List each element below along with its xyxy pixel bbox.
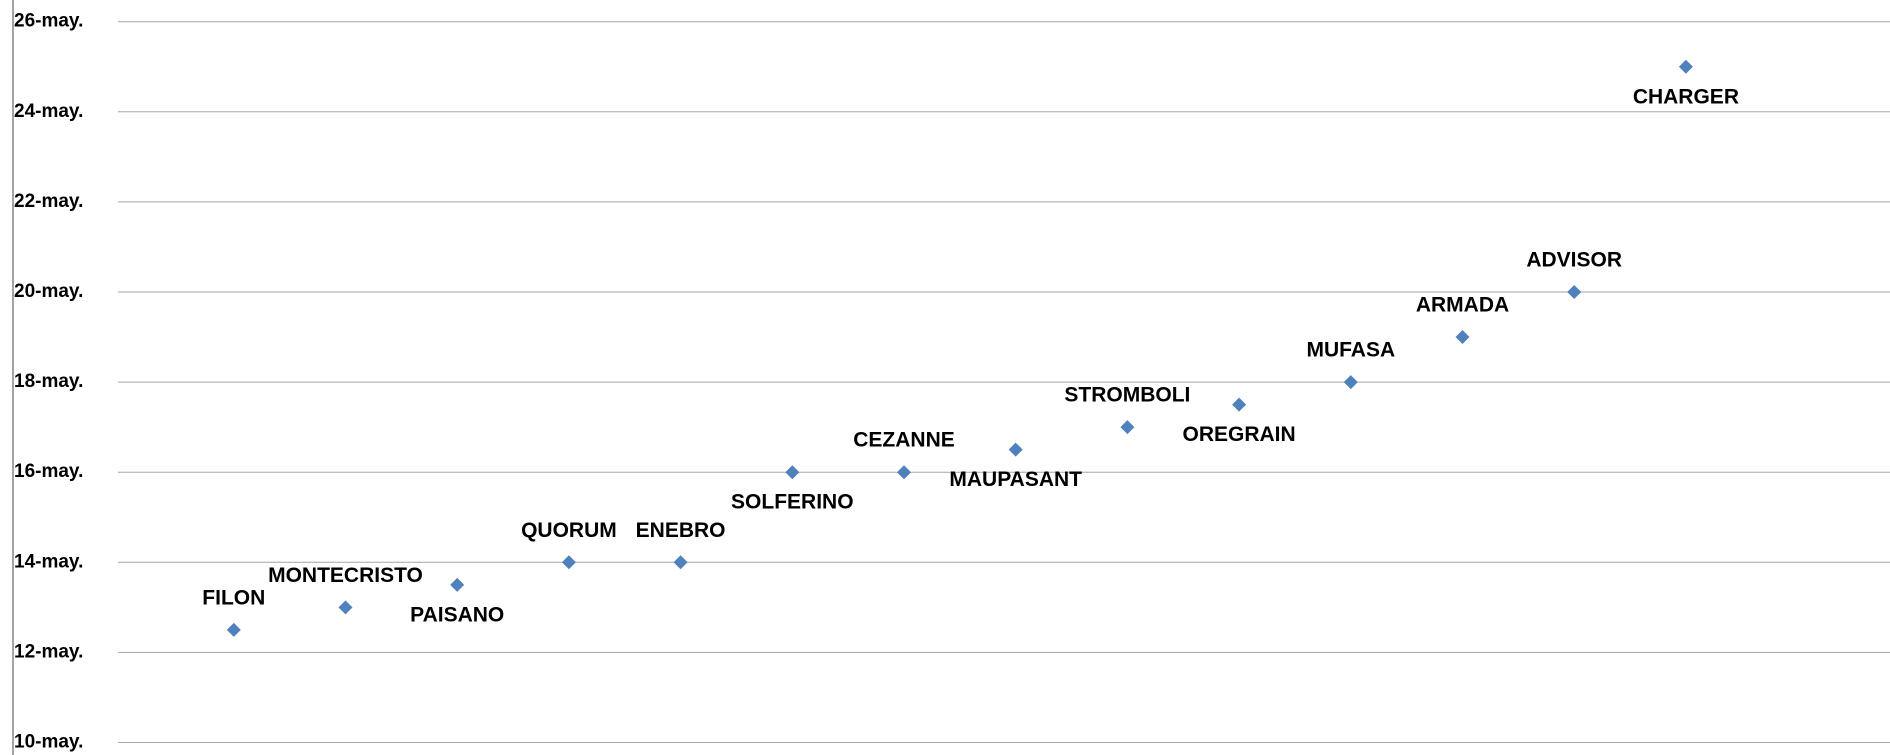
y-tick-label: 20-may.	[14, 281, 83, 302]
point-label: ENEBRO	[636, 519, 726, 542]
point-label: MONTECRISTO	[268, 564, 423, 587]
marker	[1008, 442, 1023, 457]
point-label: FILON	[202, 586, 265, 609]
marker	[226, 622, 241, 637]
y-tick-label: 12-may.	[14, 641, 83, 662]
point-label: CEZANNE	[853, 429, 955, 452]
y-tick-label: 16-may.	[14, 461, 83, 482]
marker	[1343, 375, 1358, 390]
marker	[561, 555, 576, 570]
y-tick-label: 24-may.	[14, 101, 83, 122]
marker	[897, 465, 911, 480]
marker	[1120, 420, 1135, 435]
point-label: SOLFERINO	[731, 491, 854, 514]
y-tick-label: 18-may.	[14, 371, 83, 392]
marker	[1455, 330, 1470, 345]
marker	[785, 465, 800, 480]
point-label: STROMBOLI	[1064, 384, 1190, 407]
marker	[1567, 285, 1582, 299]
point-label: PAISANO	[410, 603, 504, 626]
point-label: OREGRAIN	[1183, 423, 1296, 446]
point-label: QUORUM	[521, 519, 617, 542]
point-label: ADVISOR	[1526, 249, 1622, 272]
marker	[338, 600, 353, 615]
y-tick-label: 26-may.	[14, 11, 83, 32]
y-tick-label: 22-may.	[14, 191, 83, 212]
point-label: ARMADA	[1416, 294, 1509, 317]
y-tick-label: 14-may.	[14, 551, 83, 572]
point-label: MAUPASANT	[949, 468, 1082, 491]
marker	[673, 555, 688, 570]
point-label: MUFASA	[1306, 339, 1395, 362]
marker	[1678, 59, 1693, 74]
y-tick-label: 10-may.	[14, 732, 83, 753]
point-label: CHARGER	[1633, 85, 1739, 108]
marker	[1232, 397, 1247, 412]
marker	[450, 577, 465, 592]
